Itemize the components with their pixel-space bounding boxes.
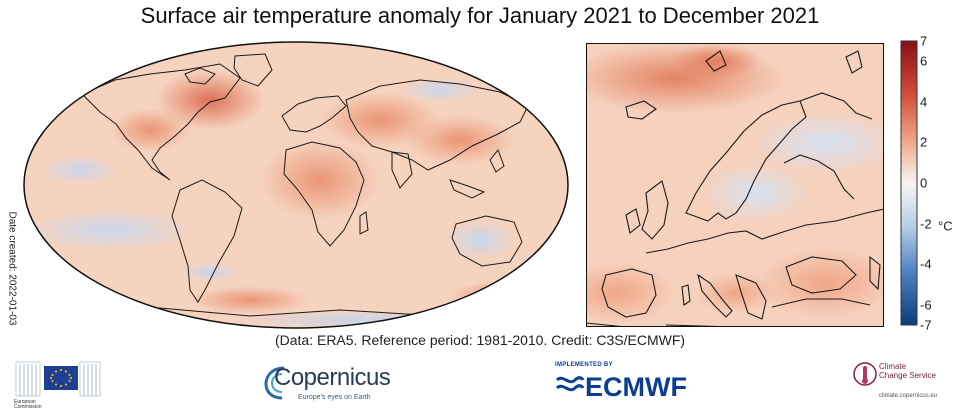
ecmwf-wordmark: ECMWF: [585, 372, 687, 402]
colorbar-tick-label: 6: [920, 53, 928, 69]
copernicus-swirl-icon: [264, 366, 285, 400]
ecmwf-wave-icon: [555, 376, 585, 392]
colorbar-tick-label: 0: [920, 175, 928, 191]
european-commission-logo: [14, 358, 104, 408]
colorbar-tick-label: -6: [920, 297, 932, 313]
colorbar-tick-label: 4: [920, 94, 928, 110]
european-commission-caption: European Commission: [14, 399, 42, 410]
ecmwf-logo: IMPLEMENTED BY ECMWF: [553, 360, 703, 404]
date-created-label: Date created: 2022-01-03: [6, 211, 18, 326]
copernicus-tagline: Europe's eyes on Earth: [298, 394, 371, 401]
colorbar-tick-label: 7: [920, 33, 928, 49]
colorbar-tick-label: 2: [920, 134, 928, 150]
colorbar-tick-label: -2: [920, 216, 932, 232]
data-credit: (Data: ERA5. Reference period: 1981-2010…: [274, 332, 686, 348]
c3s-url: climate.copernicus.eu: [879, 393, 938, 399]
colorbar-tick-label: -7: [920, 317, 932, 333]
world-anomaly-map: [23, 41, 569, 329]
climate-change-service-logo: Climate Change Service climate.copernicu…: [852, 360, 960, 406]
ecmwf-implemented-by: IMPLEMENTED BY: [555, 362, 613, 368]
copernicus-wordmark: Copernicus: [274, 364, 391, 391]
colorbar-tick-label: -4: [920, 256, 932, 272]
c3s-name: Climate Change Service: [879, 362, 936, 380]
colorbar-gradient: [900, 40, 918, 326]
colorbar-unit: °C: [938, 218, 953, 234]
thermometer-globe-icon: [853, 362, 877, 386]
copernicus-logo: Copernicus Europe's eyes on Earth: [262, 362, 391, 406]
europe-anomaly-map: [586, 43, 884, 327]
colorbar: 7 6 4 2 0 -2 -4 -6 -7 °C: [900, 34, 960, 333]
figure-title: Surface air temperature anomaly for Janu…: [140, 3, 820, 28]
